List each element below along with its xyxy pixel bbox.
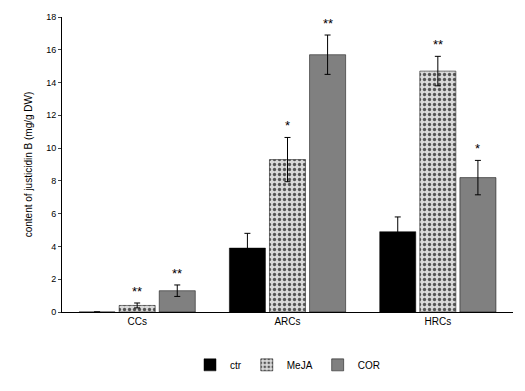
svg-text:16: 16 bbox=[46, 45, 56, 55]
svg-text:18: 18 bbox=[46, 12, 56, 22]
svg-text:ARCs: ARCs bbox=[274, 316, 300, 327]
svg-text:12: 12 bbox=[46, 110, 56, 120]
svg-text:10: 10 bbox=[46, 143, 56, 153]
svg-text:MeJA: MeJA bbox=[287, 360, 313, 371]
svg-text:0: 0 bbox=[51, 307, 56, 317]
svg-text:*: * bbox=[285, 118, 290, 133]
svg-text:content of justicidin B (mg/g: content of justicidin B (mg/g DW) bbox=[23, 92, 34, 238]
svg-text:4: 4 bbox=[51, 242, 56, 252]
svg-text:**: ** bbox=[433, 37, 443, 52]
svg-text:*: * bbox=[475, 141, 480, 156]
svg-text:6: 6 bbox=[51, 209, 56, 219]
svg-text:**: ** bbox=[132, 284, 142, 299]
svg-text:8: 8 bbox=[51, 176, 56, 186]
svg-text:**: ** bbox=[323, 16, 333, 31]
svg-text:ctr: ctr bbox=[230, 360, 242, 371]
svg-text:HRCs: HRCs bbox=[424, 316, 451, 327]
svg-text:14: 14 bbox=[46, 78, 56, 88]
svg-text:2: 2 bbox=[51, 274, 56, 284]
svg-text:COR: COR bbox=[358, 360, 380, 371]
svg-text:CCs: CCs bbox=[127, 316, 146, 327]
svg-text:**: ** bbox=[172, 266, 182, 281]
